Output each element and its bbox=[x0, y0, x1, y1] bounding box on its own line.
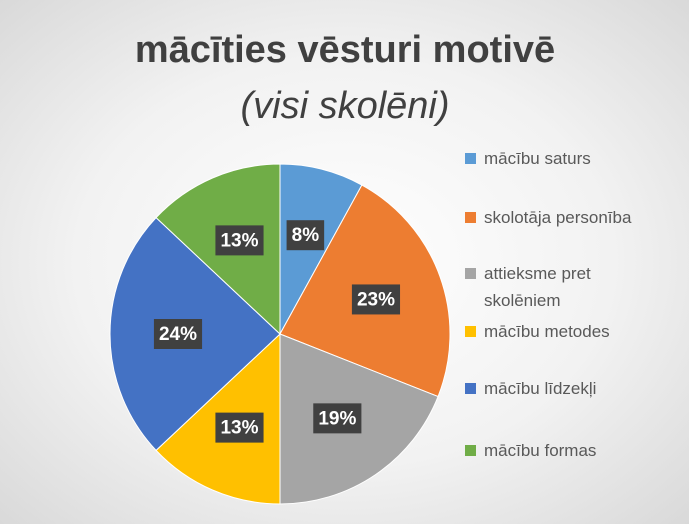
data-label-box bbox=[215, 225, 264, 256]
legend-label: mācību metodes bbox=[484, 322, 610, 341]
data-label: 13% bbox=[220, 230, 258, 251]
data-label-box bbox=[153, 319, 203, 349]
legend-swatch bbox=[465, 153, 476, 164]
data-label-box bbox=[215, 412, 264, 443]
legend-item: mācību formas bbox=[465, 437, 670, 464]
legend-label: skolotāja personība bbox=[484, 208, 632, 227]
legend-label: attieksme pret skolēniem bbox=[484, 264, 591, 310]
legend-swatch bbox=[465, 268, 476, 279]
chart-title: mācīties vēsturi motivē bbox=[135, 29, 555, 71]
data-label-box bbox=[313, 403, 362, 434]
legend-swatch bbox=[465, 212, 476, 223]
legend-item: skolotāja personība bbox=[465, 204, 670, 231]
legend-label: mācību saturs bbox=[484, 149, 591, 168]
legend-item: mācību metodes bbox=[465, 318, 670, 345]
legend-label: mācību līdzekļi bbox=[484, 379, 597, 398]
legend-item: mācību līdzekļi bbox=[465, 375, 670, 402]
data-label: 8% bbox=[292, 225, 320, 246]
data-label-box bbox=[286, 220, 325, 251]
data-label: 13% bbox=[220, 418, 258, 439]
data-label: 23% bbox=[357, 289, 395, 310]
data-label-box bbox=[351, 284, 401, 315]
data-label: 19% bbox=[318, 408, 356, 429]
legend-label: mācību formas bbox=[484, 441, 597, 460]
legend-swatch bbox=[465, 383, 476, 394]
legend-item: mācību saturs bbox=[465, 145, 670, 172]
legend-swatch bbox=[465, 445, 476, 456]
legend-item: attieksme pret skolēniem bbox=[465, 260, 670, 314]
chart-subtitle: (visi skolēni) bbox=[240, 85, 449, 127]
legend-swatch bbox=[465, 326, 476, 337]
data-label: 24% bbox=[159, 324, 197, 345]
